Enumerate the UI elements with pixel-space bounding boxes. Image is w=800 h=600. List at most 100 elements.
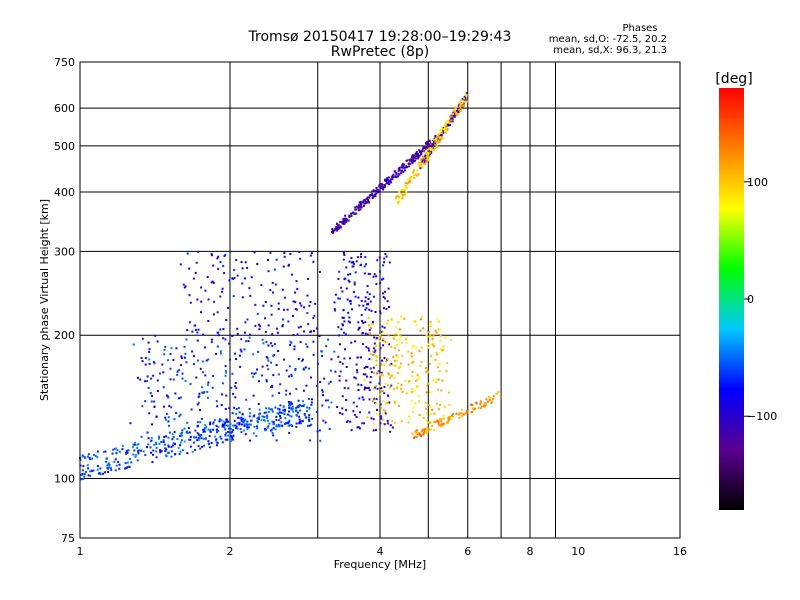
data-point <box>426 148 429 151</box>
data-point <box>447 124 450 127</box>
data-point <box>438 370 441 373</box>
data-point <box>446 362 449 365</box>
y-tick-label: 300 <box>54 245 75 258</box>
data-point <box>179 444 181 447</box>
data-point <box>165 454 167 457</box>
data-point <box>418 154 421 157</box>
data-point <box>408 180 411 183</box>
data-point <box>339 221 342 224</box>
data-point <box>295 426 298 428</box>
data-point <box>258 408 261 411</box>
data-point <box>367 298 370 300</box>
data-point <box>129 422 132 425</box>
data-point <box>162 405 165 408</box>
data-point <box>394 197 397 200</box>
data-point <box>239 365 242 368</box>
data-point <box>235 358 237 361</box>
data-point <box>148 350 151 353</box>
data-point <box>358 206 361 209</box>
data-point <box>442 417 445 420</box>
data-point <box>364 256 367 259</box>
data-point <box>202 392 205 395</box>
data-point <box>170 445 173 448</box>
data-point <box>215 444 218 447</box>
data-point <box>182 283 185 286</box>
data-point <box>459 107 462 110</box>
data-point <box>403 163 405 166</box>
data-point <box>83 456 86 458</box>
data-point <box>203 430 205 433</box>
data-point <box>379 403 382 406</box>
data-point <box>178 415 181 418</box>
data-point <box>237 407 240 409</box>
data-point <box>460 408 463 411</box>
data-point <box>216 428 218 431</box>
data-point <box>372 366 375 369</box>
data-point <box>222 328 225 330</box>
data-point <box>428 153 431 156</box>
data-point <box>92 469 95 472</box>
data-point <box>205 425 208 428</box>
data-point <box>207 298 210 301</box>
data-point <box>390 345 393 348</box>
data-point <box>370 417 373 420</box>
data-point <box>109 466 112 469</box>
data-point <box>439 404 441 406</box>
data-point <box>344 219 347 222</box>
data-point <box>227 434 230 437</box>
data-point <box>173 431 176 433</box>
data-point <box>238 354 241 357</box>
data-point <box>220 419 223 422</box>
data-point <box>242 420 245 423</box>
data-point <box>111 452 114 455</box>
data-point <box>357 256 360 259</box>
data-point <box>451 115 453 118</box>
data-point <box>397 371 400 374</box>
data-point <box>353 413 356 416</box>
data-point <box>388 183 391 186</box>
data-point <box>379 310 382 313</box>
data-point <box>107 462 110 465</box>
data-point <box>384 297 386 300</box>
data-point <box>413 319 416 322</box>
data-point <box>446 420 449 423</box>
data-point <box>389 424 392 427</box>
data-point <box>232 392 235 395</box>
data-point <box>330 401 333 404</box>
data-point <box>355 260 358 263</box>
data-point <box>294 369 297 372</box>
data-point <box>373 336 376 339</box>
data-point <box>346 218 349 221</box>
data-point <box>240 350 243 353</box>
data-point <box>235 408 238 410</box>
data-point <box>244 433 247 436</box>
data-point <box>435 139 438 142</box>
data-point <box>223 272 226 275</box>
data-point <box>426 140 429 143</box>
data-point <box>397 203 399 206</box>
data-point <box>85 470 87 473</box>
data-point <box>392 364 395 367</box>
data-point <box>412 154 415 157</box>
data-point <box>225 394 228 397</box>
data-point <box>387 373 390 376</box>
data-point <box>431 338 434 340</box>
data-point <box>158 442 161 445</box>
data-point <box>395 339 398 342</box>
data-point <box>150 377 153 380</box>
data-point <box>265 356 268 359</box>
data-point <box>165 448 168 451</box>
x-tick-label: 8 <box>527 545 534 558</box>
data-point <box>363 388 366 391</box>
data-point <box>286 413 289 416</box>
data-point <box>429 413 432 416</box>
data-point <box>181 429 184 432</box>
data-point <box>375 192 378 195</box>
data-point <box>102 472 105 475</box>
data-point <box>489 397 491 400</box>
data-point <box>275 415 278 418</box>
data-point <box>429 421 432 424</box>
data-point <box>438 320 440 323</box>
data-point <box>416 378 419 381</box>
data-point <box>303 306 305 309</box>
